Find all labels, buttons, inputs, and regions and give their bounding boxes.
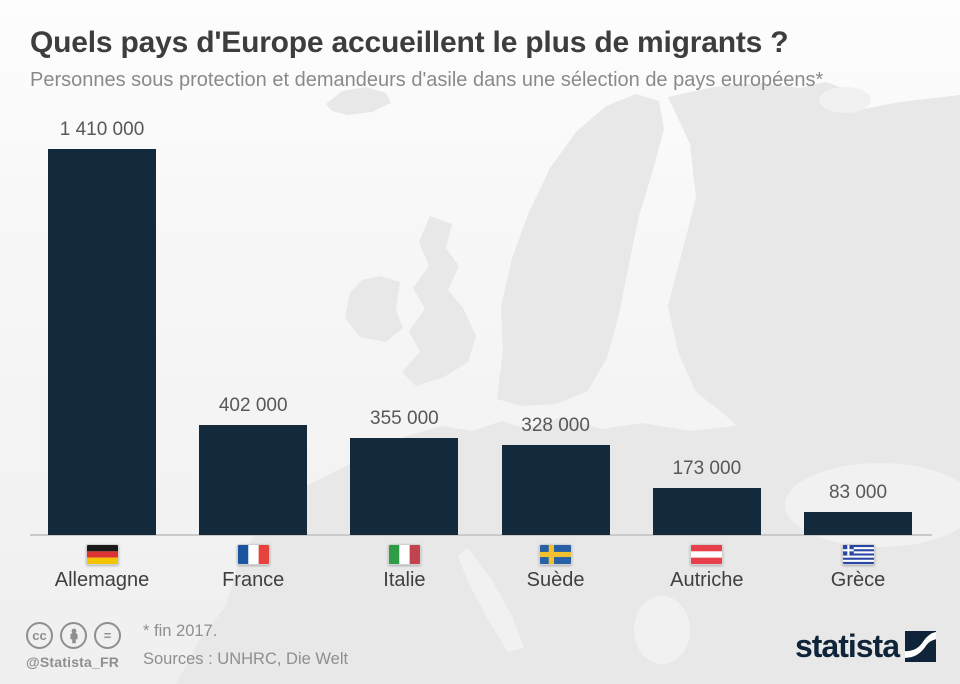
category-label: Suède (526, 569, 585, 591)
germany-flag-icon (85, 544, 119, 565)
greece-flag-icon (841, 544, 875, 565)
footnote: * fin 2017. (143, 622, 218, 640)
statista-wordmark: statista (794, 628, 900, 664)
page-title: Quels pays d'Europe accueillent le plus … (30, 26, 789, 59)
no-derivatives-icon[interactable]: = (94, 622, 121, 649)
value-label: 355 000 (370, 408, 439, 429)
italy-flag-icon (387, 544, 421, 565)
statista-logo-icon (905, 631, 936, 662)
statista-logo[interactable]: statista (795, 628, 936, 665)
x-axis-line (30, 534, 932, 536)
value-label: 1 410 000 (59, 119, 145, 140)
chart-footer: cc = @Statista_FR * fin 2017. Sources : … (0, 604, 960, 684)
bar-suède (501, 445, 610, 535)
bar-italie (350, 438, 459, 535)
cc-icon[interactable]: cc (26, 622, 53, 649)
chart-header: Quels pays d'Europe accueillent le plus … (30, 26, 823, 92)
category-label: France (222, 569, 285, 591)
category-label: Autriche (670, 569, 744, 591)
bar-grèce (804, 512, 912, 535)
sources: Sources : UNHRC, Die Welt (143, 650, 349, 668)
category-label: Grèce (830, 569, 886, 591)
person-glyph (69, 628, 78, 643)
attribution-icon[interactable] (60, 622, 87, 649)
license-block: cc = @Statista_FR (26, 622, 121, 670)
twitter-handle: @Statista_FR (26, 654, 120, 670)
category-label: Italie (383, 569, 426, 591)
bar-autriche (652, 488, 761, 535)
bar-france (199, 425, 308, 535)
bar-allemagne (48, 149, 156, 535)
page-subtitle: Personnes sous protection et demandeurs … (30, 69, 824, 91)
creative-commons-icons[interactable]: cc = (26, 622, 121, 649)
value-label: 173 000 (672, 458, 742, 479)
category-label: Allemagne (54, 569, 150, 591)
value-label: 402 000 (218, 395, 288, 416)
notes-block: * fin 2017. Sources : UNHRC, Die Welt (143, 622, 348, 669)
austria-flag-icon (690, 544, 724, 565)
value-label: 83 000 (828, 482, 888, 503)
sweden-flag-icon (539, 544, 573, 565)
value-label: 328 000 (521, 415, 590, 436)
france-flag-icon (236, 544, 270, 565)
